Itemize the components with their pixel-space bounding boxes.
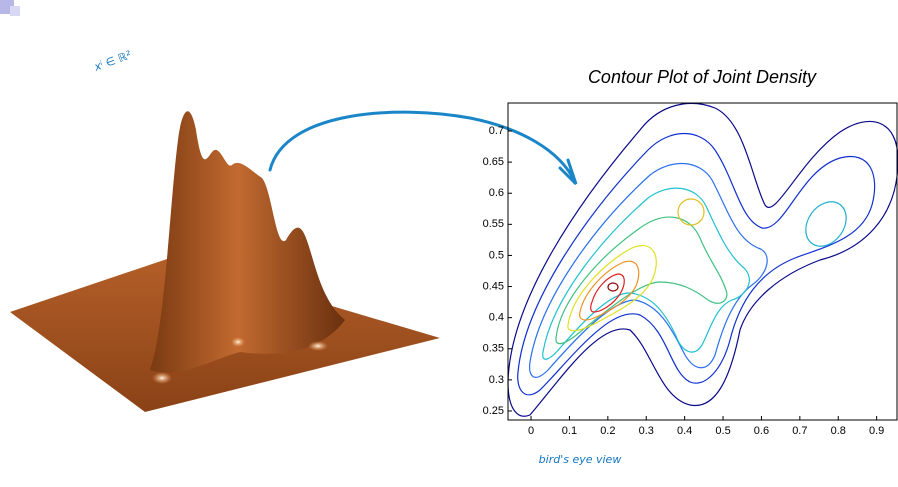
y-tick-label: 0.7 — [489, 125, 504, 137]
x-tick-label: 0.1 — [562, 425, 577, 437]
x-tick-label: 0.3 — [639, 425, 654, 437]
x-tick-label: 0.6 — [754, 425, 769, 437]
x-tick-label: 0.4 — [677, 425, 692, 437]
y-tick-label: 0.65 — [483, 156, 504, 168]
handwritten-note: xⁱ ∈ ℝ² — [92, 48, 134, 74]
handwritten-note: bird's eye view — [539, 453, 622, 466]
x-tick-label: 0.9 — [869, 425, 884, 437]
y-tick-label: 0.45 — [483, 280, 504, 292]
corner-square — [10, 6, 20, 16]
x-tick-label: 0.5 — [715, 425, 730, 437]
slide: xⁱ ∈ ℝ² bird's eye view Contour Plot of … — [0, 0, 898, 487]
plot-frame — [508, 103, 897, 420]
chart-title: Contour Plot of Joint Density — [588, 67, 817, 87]
x-tick-label: 0.8 — [831, 425, 846, 437]
y-tick-label: 0.6 — [489, 187, 504, 199]
y-tick-label: 0.55 — [483, 218, 504, 230]
y-tick-label: 0.5 — [489, 249, 504, 261]
arrow — [270, 112, 576, 184]
surface-3d — [10, 111, 440, 412]
contours — [508, 103, 898, 416]
x-tick-label: 0.2 — [600, 425, 615, 437]
x-tick-label: 0 — [528, 425, 534, 437]
y-tick-label: 0.4 — [489, 312, 504, 324]
y-tick-label: 0.25 — [483, 405, 504, 417]
y-tick-label: 0.3 — [489, 374, 504, 386]
y-tick-label: 0.35 — [483, 343, 504, 355]
page: xⁱ ∈ ℝ² bird's eye view Contour Plot of … — [0, 0, 898, 487]
x-tick-label: 0.7 — [792, 425, 807, 437]
